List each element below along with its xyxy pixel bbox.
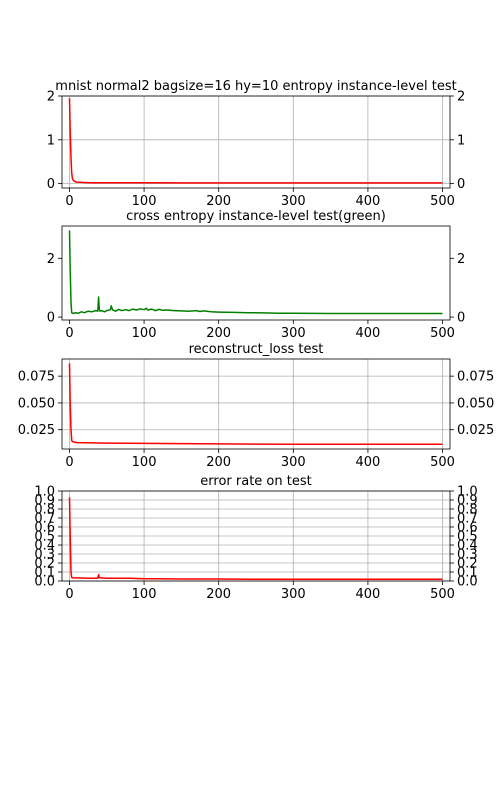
x-tick-label: 0 xyxy=(65,455,73,470)
y-tick-label-right: 2 xyxy=(457,90,465,105)
x-tick-label: 100 xyxy=(132,194,157,209)
x-tick-label: 100 xyxy=(132,587,157,602)
y-tick-label-right: 0.9 xyxy=(457,494,478,509)
x-tick-label: 300 xyxy=(281,587,306,602)
y-tick-label-right: 0.1 xyxy=(457,566,478,581)
y-tick-label-left: 2 xyxy=(47,90,55,105)
y-tick-label-left: 0.0 xyxy=(34,575,55,590)
y-tick-label-left: 0.025 xyxy=(18,423,55,438)
x-tick-label: 300 xyxy=(281,455,306,470)
x-tick-label: 0 xyxy=(65,326,73,341)
series-line xyxy=(68,98,443,184)
x-tick-label: 200 xyxy=(206,326,231,341)
y-tick-label-left: 0.1 xyxy=(34,566,55,581)
reconstruct-loss-plot-title: reconstruct_loss test xyxy=(189,342,324,357)
y-tick-label-left: 0.7 xyxy=(34,512,55,527)
y-tick-label-left: 0.6 xyxy=(34,521,55,536)
y-tick-label-right: 0.8 xyxy=(457,503,478,518)
x-tick-label: 200 xyxy=(206,455,231,470)
x-tick-label: 200 xyxy=(206,194,231,209)
x-tick-label: 400 xyxy=(356,587,381,602)
x-tick-label: 0 xyxy=(65,194,73,209)
y-tick-label-left: 0.050 xyxy=(18,396,55,411)
x-tick-label: 400 xyxy=(356,194,381,209)
x-tick-label: 300 xyxy=(281,326,306,341)
subplot-cross-entropy: cross entropy instance-level test(green)… xyxy=(47,209,466,341)
axes-frame xyxy=(61,358,451,450)
y-tick-label-right: 0.4 xyxy=(457,539,478,554)
y-tick-label-left: 0.075 xyxy=(18,370,55,385)
x-tick-label: 100 xyxy=(132,326,157,341)
x-tick-label: 500 xyxy=(430,326,455,341)
x-tick-label: 400 xyxy=(356,326,381,341)
y-tick-label-right: 0.2 xyxy=(457,557,478,572)
x-tick-label: 500 xyxy=(430,587,455,602)
y-tick-label-left: 0.5 xyxy=(34,530,55,545)
y-tick-label-right: 2 xyxy=(457,252,465,267)
x-tick-label: 300 xyxy=(281,194,306,209)
cross-entropy-plot-title: cross entropy instance-level test(green) xyxy=(126,209,386,224)
x-tick-label: 200 xyxy=(206,587,231,602)
entropy-plot-title: mnist normal2 bagsize=16 hy=10 entropy i… xyxy=(55,79,456,94)
y-tick-label-left: 0 xyxy=(47,177,55,192)
x-tick-label: 0 xyxy=(65,587,73,602)
y-tick-label-left: 0.2 xyxy=(34,557,55,572)
y-tick-label-left: 2 xyxy=(47,252,55,267)
y-tick-label-right: 0 xyxy=(457,177,465,192)
subplot-reconstruct-loss: reconstruct_loss test 0 100 200 300 400 500 0.… xyxy=(18,342,494,470)
series-line xyxy=(68,497,443,580)
y-tick-label-right: 0.025 xyxy=(457,423,494,438)
y-tick-label-right: 0 xyxy=(457,311,465,326)
y-tick-label-right: 0.075 xyxy=(457,370,494,385)
subplot-entropy: mnist normal2 bagsize=16 hy=10 entropy i… xyxy=(47,79,466,209)
x-tick-label: 500 xyxy=(430,455,455,470)
y-tick-label-right: 0.7 xyxy=(457,512,478,527)
axes-frame xyxy=(61,95,451,189)
error-rate-plot-title: error rate on test xyxy=(200,474,311,489)
series-line xyxy=(68,230,443,315)
y-tick-label-right: 1 xyxy=(457,133,465,148)
axes-frame xyxy=(61,225,451,321)
y-tick-label-left: 0.9 xyxy=(34,494,55,509)
y-tick-label-left: 0.4 xyxy=(34,539,55,554)
y-tick-label-right: 0.050 xyxy=(457,396,494,411)
y-tick-label-right: 0.6 xyxy=(457,521,478,536)
y-tick-label-left: 0 xyxy=(47,311,55,326)
y-tick-label-right: 0.3 xyxy=(457,548,478,563)
y-tick-label-right: 0.5 xyxy=(457,530,478,545)
y-tick-label-left: 0.8 xyxy=(34,503,55,518)
x-tick-label: 100 xyxy=(132,455,157,470)
x-tick-label: 400 xyxy=(356,455,381,470)
y-tick-label-left: 0.3 xyxy=(34,548,55,563)
x-tick-label: 500 xyxy=(430,194,455,209)
series-line xyxy=(68,363,443,446)
y-tick-label-right: 1.0 xyxy=(457,485,478,500)
y-tick-label-right: 0.0 xyxy=(457,575,478,590)
y-tick-label-left: 1.0 xyxy=(34,485,55,500)
y-tick-label-left: 1 xyxy=(47,133,55,148)
